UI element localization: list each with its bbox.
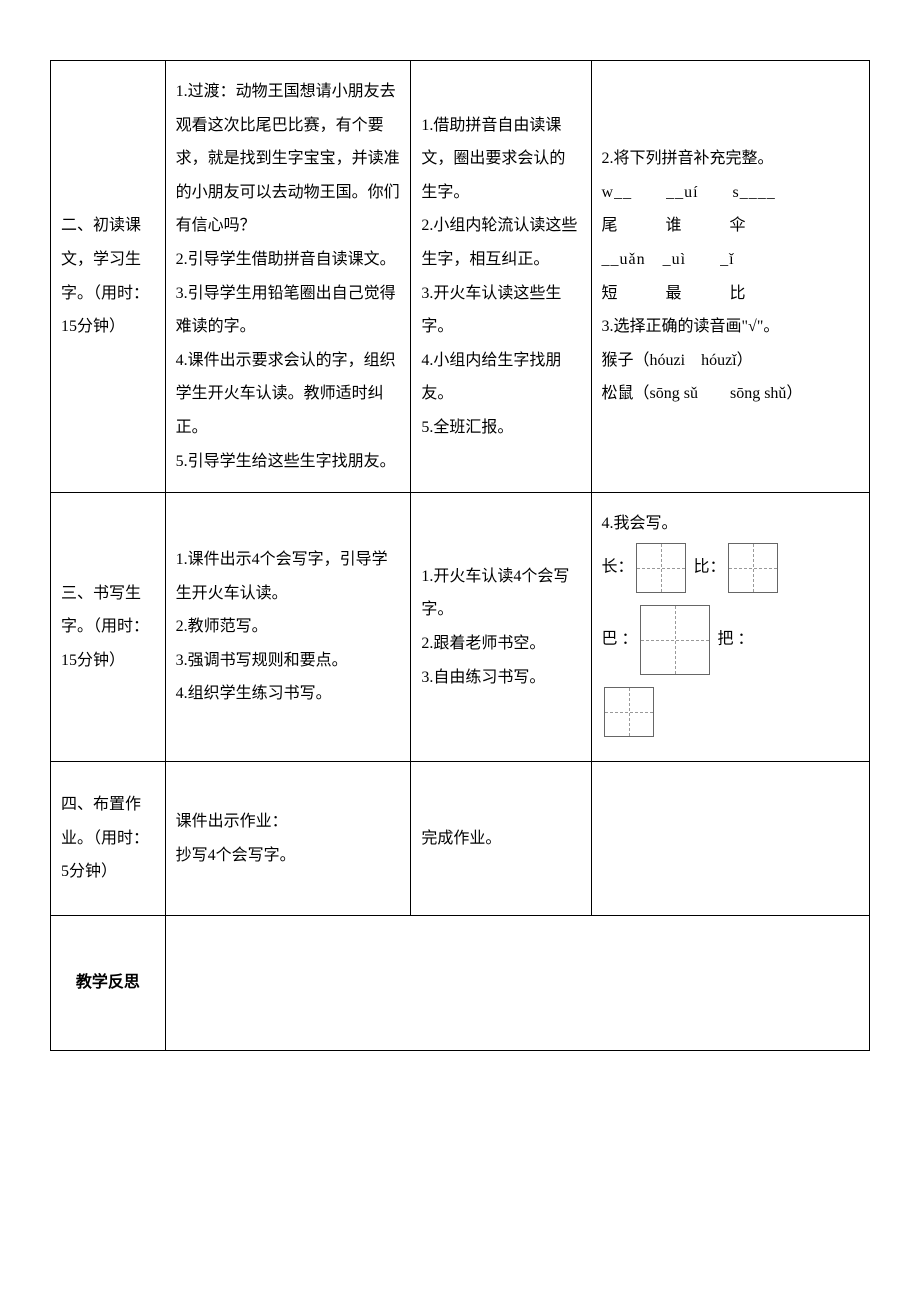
exercise-cell	[591, 761, 869, 916]
writing-row	[602, 685, 859, 739]
table-row: 二、初读课文，学习生字。（用时：15分钟） 1.过渡：动物王国想请小朋友去观看这…	[51, 61, 870, 493]
student-activity: 完成作业。	[411, 761, 591, 916]
teacher-activity: 1.课件出示4个会写字，引导学生开火车认读。 2.教师范写。 3.强调书写规则和…	[165, 493, 411, 762]
table-row: 四、布置作业。（用时：5分钟） 课件出示作业： 抄写4个会写字。 完成作业。	[51, 761, 870, 916]
char-label: 比：	[694, 558, 726, 575]
exercise-line: 猴子（hóuzi hóuzǐ）	[602, 344, 859, 378]
writing-grid-box	[604, 687, 654, 737]
exercise-line: 松鼠（sōng sǔ sōng shǔ）	[602, 377, 859, 411]
exercise-line: 3.选择正确的读音画"√"。	[602, 310, 859, 344]
lesson-plan-table: 二、初读课文，学习生字。（用时：15分钟） 1.过渡：动物王国想请小朋友去观看这…	[50, 60, 870, 1051]
reflection-content	[165, 916, 869, 1051]
teacher-activity: 课件出示作业： 抄写4个会写字。	[165, 761, 411, 916]
section-title: 四、布置作业。（用时：5分钟）	[51, 761, 166, 916]
writing-grid-box	[728, 543, 778, 593]
table-row: 三、书写生字。（用时：15分钟） 1.课件出示4个会写字，引导学生开火车认读。 …	[51, 493, 870, 762]
exercise-line: 短 最 比	[602, 277, 859, 311]
table-row: 教学反思	[51, 916, 870, 1051]
writing-title: 4.我会写。	[602, 507, 859, 541]
writing-row: 巴 ： 把 ：	[602, 603, 859, 677]
section-title: 二、初读课文，学习生字。（用时：15分钟）	[51, 61, 166, 493]
exercise-cell: 4.我会写。 长： 比： 巴 ： 把 ：	[591, 493, 869, 762]
writing-grid-box	[636, 543, 686, 593]
section-title: 三、书写生字。（用时：15分钟）	[51, 493, 166, 762]
exercise-line: 尾 谁 伞	[602, 209, 859, 243]
exercise-line: __uǎn _uì _ǐ	[602, 243, 859, 277]
exercise-cell: 2.将下列拼音补充完整。 w__ __uí s____ 尾 谁 伞 __uǎn …	[591, 61, 869, 493]
char-label: 长：	[602, 558, 634, 575]
exercise-line: 2.将下列拼音补充完整。	[602, 142, 859, 176]
char-label: 巴 ：	[602, 630, 638, 647]
exercise-line: w__ __uí s____	[602, 176, 859, 210]
student-activity: 1.开火车认读4个会写字。 2.跟着老师书空。 3.自由练习书写。	[411, 493, 591, 762]
writing-grid-box	[640, 605, 710, 675]
char-label: 把 ：	[718, 630, 754, 647]
teacher-activity: 1.过渡：动物王国想请小朋友去观看这次比尾巴比赛，有个要求，就是找到生字宝宝，并…	[165, 61, 411, 493]
writing-row: 长： 比：	[602, 541, 859, 595]
reflection-label: 教学反思	[51, 916, 166, 1051]
student-activity: 1.借助拼音自由读课文，圈出要求会认的生字。 2.小组内轮流认读这些生字，相互纠…	[411, 61, 591, 493]
